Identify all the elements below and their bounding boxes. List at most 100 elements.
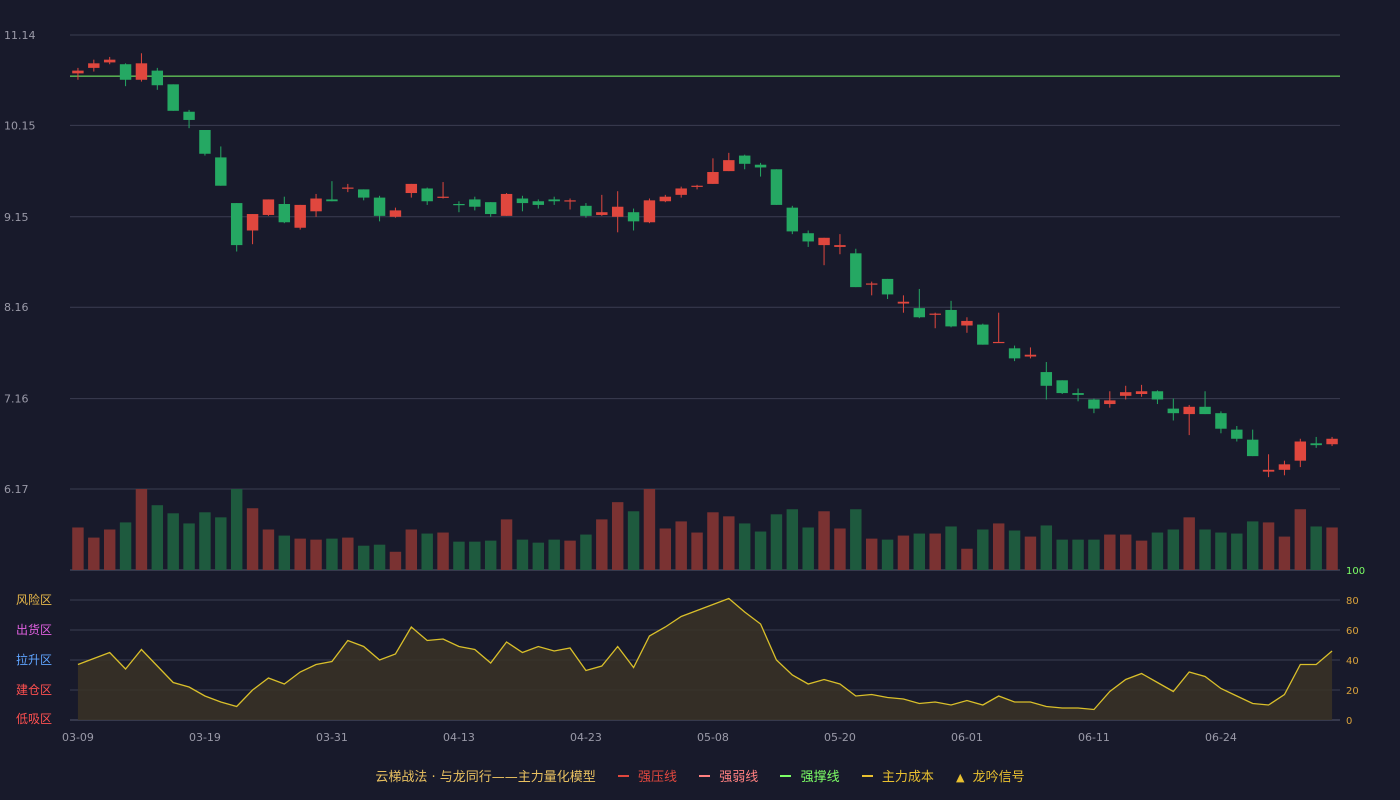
candle-body — [707, 172, 719, 184]
volume-bar — [723, 516, 735, 570]
volume-bar — [802, 527, 814, 570]
volume-bar — [1135, 540, 1148, 570]
volume-bar — [357, 545, 370, 570]
candle-body — [1310, 443, 1322, 446]
candle-body — [1135, 391, 1148, 394]
candle-body — [389, 210, 402, 217]
legend-item-support[interactable]: 强撑线 — [780, 766, 840, 785]
volume-bar — [532, 542, 545, 570]
candle-body — [977, 324, 989, 345]
volume-bar — [72, 527, 84, 570]
volume-bar — [881, 539, 894, 570]
legend-label-resistance: 强压线 — [638, 770, 678, 785]
candle-body — [643, 200, 656, 223]
volume-bar — [1104, 534, 1116, 570]
volume-bar — [1199, 529, 1211, 570]
candle-body — [230, 203, 243, 246]
candle-body — [1246, 439, 1259, 457]
x-tick-label: 04-23 — [570, 731, 602, 744]
price-tick-label: 10.15 — [4, 119, 36, 132]
volume-bar — [977, 529, 989, 570]
candle-body — [913, 308, 926, 318]
volume-bar — [278, 535, 291, 570]
x-tick-label: 06-11 — [1078, 731, 1110, 744]
volume-bar — [199, 512, 211, 570]
volume-bar — [596, 519, 608, 570]
x-tick-label: 03-31 — [316, 731, 348, 744]
legend-swatch-support — [780, 774, 792, 777]
candle-body — [183, 111, 195, 120]
candle-body — [246, 214, 259, 231]
legend-title: 云梯战法 · 与龙同行——主力量化模型 — [375, 766, 595, 785]
volume-bar — [135, 489, 148, 570]
candle-body — [310, 198, 322, 212]
candle-body — [897, 301, 910, 304]
candle-body — [1056, 380, 1068, 394]
osc-tick-label: 20 — [1346, 686, 1359, 697]
legend-item-signal[interactable]: ▲ 龙吟信号 — [956, 766, 1025, 785]
volume-bar — [88, 537, 100, 570]
zone-label: 建仓区 — [16, 683, 52, 697]
candle-body — [1151, 391, 1164, 400]
candle-body — [437, 196, 449, 198]
volume-bar — [1072, 539, 1084, 570]
candle-body — [1040, 372, 1053, 386]
volume-bar — [151, 505, 164, 570]
legend-swatch-resistance — [617, 774, 629, 777]
candle-body — [564, 200, 576, 202]
candle-body — [929, 313, 941, 315]
x-axis: 03-09 03-19 03-31 04-13 04-23 05-08 05-20 06-01… — [62, 731, 1237, 744]
price-tick-label: 11.14 — [4, 29, 36, 42]
candle-body — [357, 189, 370, 198]
legend-label-cost: 主力成本 — [881, 770, 934, 785]
candle-body — [691, 185, 703, 187]
legend-label-signal: 龙吟信号 — [972, 770, 1025, 785]
candle-body — [135, 63, 148, 80]
legend-item-cost[interactable]: 主力成本 — [861, 766, 934, 785]
volume-bar — [183, 523, 195, 570]
volume-bar — [564, 540, 576, 570]
volume-bar — [215, 517, 227, 570]
candle-body — [278, 203, 291, 223]
volume-bar — [992, 523, 1005, 570]
legend-swatch-strength — [699, 774, 711, 777]
candle-body — [294, 204, 306, 228]
legend-item-resistance[interactable]: 强压线 — [617, 766, 678, 785]
candle-body — [881, 278, 894, 295]
volume-bar — [611, 502, 624, 570]
candle-body — [850, 253, 862, 288]
volume-bar — [294, 538, 306, 570]
candle-body — [961, 320, 973, 326]
legend-label-strength: 强弱线 — [719, 770, 759, 785]
candle-body — [1294, 441, 1307, 461]
x-tick-label: 05-08 — [697, 731, 729, 744]
candle-body — [405, 183, 418, 194]
volume-bar — [1088, 539, 1100, 570]
volume-bar — [580, 534, 592, 570]
candle-body — [199, 130, 211, 154]
volume-bar — [421, 533, 433, 570]
osc-tick-label: 60 — [1346, 626, 1359, 637]
candle-body — [865, 283, 878, 285]
legend-item-strength[interactable]: 强弱线 — [699, 766, 758, 785]
zone-label: 风险区 — [16, 592, 52, 607]
candle-body — [580, 205, 592, 216]
volume-bar — [961, 548, 973, 570]
volume-bar — [1231, 533, 1243, 570]
volume-bar — [469, 541, 481, 570]
volume-bar — [1008, 530, 1021, 570]
volume-bar — [738, 523, 751, 570]
volume-bar — [1151, 532, 1164, 570]
legend-swatch-cost — [861, 774, 873, 777]
volume-bar — [453, 541, 465, 570]
volume-bar — [310, 539, 322, 570]
candle-body — [754, 164, 767, 168]
volume-bar — [675, 521, 687, 570]
candle-body — [596, 212, 608, 215]
candle-body — [1072, 393, 1084, 395]
volume-bar — [1040, 525, 1053, 570]
legend-label-support: 强撑线 — [800, 770, 840, 785]
candle-body — [1278, 464, 1291, 470]
volume-bar — [548, 539, 560, 570]
volume-bar — [389, 551, 402, 570]
